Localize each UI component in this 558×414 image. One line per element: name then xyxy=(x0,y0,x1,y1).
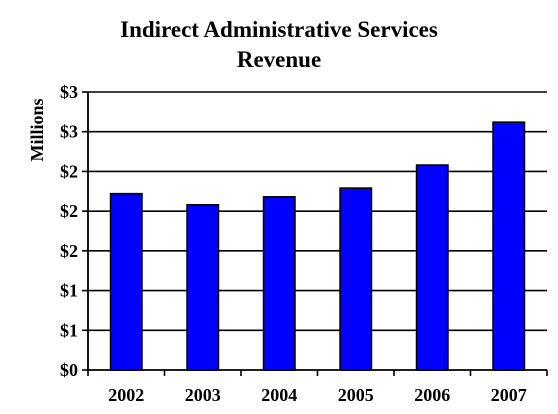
x-tick-label: 2006 xyxy=(414,385,450,405)
x-tick-label: 2003 xyxy=(185,385,221,405)
y-tick-labels: $0 $1 $1 $2 $2 $2 $3 $3 xyxy=(60,82,78,380)
bar-2002 xyxy=(109,192,143,371)
y-axis-title: Millions xyxy=(27,98,47,161)
x-tick-label: 2005 xyxy=(338,385,374,405)
y-tick-label: $1 xyxy=(60,320,78,340)
y-tick-label: $3 xyxy=(60,82,78,102)
gridlines xyxy=(88,91,547,332)
bar-2004 xyxy=(262,196,296,371)
bar-2005 xyxy=(339,187,373,371)
y-tick-label: $2 xyxy=(60,201,78,221)
bars xyxy=(109,121,526,371)
x-tick-label: 2007 xyxy=(491,385,527,405)
y-tick-label: $3 xyxy=(60,122,78,142)
chart-title-line-2: Revenue xyxy=(236,47,322,72)
axes xyxy=(82,91,548,376)
bar-2006 xyxy=(415,164,449,371)
bar-2007 xyxy=(492,121,526,371)
y-tick-label: $2 xyxy=(60,241,78,261)
x-tick-label: 2002 xyxy=(108,385,144,405)
y-tick-label: $1 xyxy=(60,281,78,301)
y-tick-label: $2 xyxy=(60,161,78,181)
y-tick-label: $0 xyxy=(60,360,78,380)
chart-title-line-1: Indirect Administrative Services xyxy=(120,17,438,42)
x-tick-label: 2004 xyxy=(261,385,297,405)
bar-2003 xyxy=(186,203,220,371)
x-tick-labels: 2002 2003 2004 2005 2006 2007 xyxy=(108,385,527,405)
